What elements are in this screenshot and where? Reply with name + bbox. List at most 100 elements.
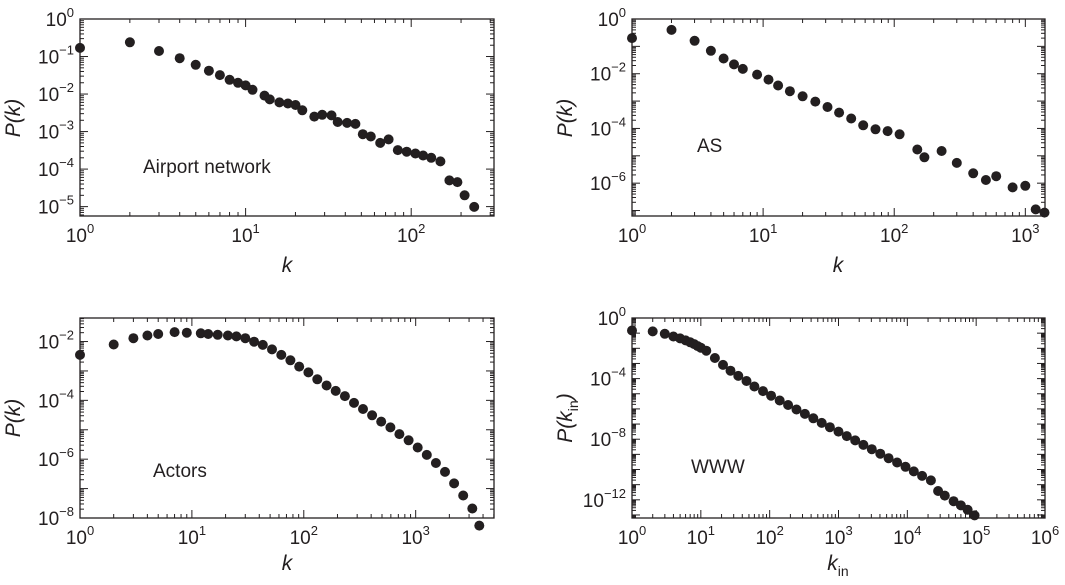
xtick-base: 10 <box>618 226 639 247</box>
data-point-actors-19 <box>303 367 314 378</box>
ytick-base: 10 <box>38 123 59 144</box>
data-point-airport-24 <box>365 131 376 142</box>
panel-airport: Airport network 100 101 102 10010−110−210−… <box>2 5 495 277</box>
plot-frame-airport <box>79 18 495 217</box>
data-point-airport-33 <box>444 175 455 186</box>
data-point-actors-37 <box>467 503 478 514</box>
ytick-exp: −4 <box>611 365 626 380</box>
data-point-actors-26 <box>367 410 378 421</box>
data-point-airport-19 <box>326 110 337 121</box>
xtick-base: 10 <box>1031 528 1052 549</box>
xtick-exp: 1 <box>770 221 777 236</box>
xtick-base: 10 <box>880 226 901 247</box>
xtick-label-airport-2: 102 <box>397 221 425 247</box>
ytick-exp: 0 <box>619 5 626 20</box>
data-point-actors-6 <box>181 327 192 338</box>
data-point-airport-16 <box>297 105 308 116</box>
data-point-www-35 <box>908 466 919 477</box>
xlabel-actors: k <box>282 552 294 575</box>
data-point-as-22 <box>936 146 947 156</box>
data-point-as-18 <box>882 126 893 137</box>
ytick-exp: −6 <box>611 169 626 184</box>
ytick-label-as-2: 10−4 <box>590 114 626 140</box>
data-point-as-17 <box>870 124 881 135</box>
xtick-label-www-0: 100 <box>618 523 646 549</box>
plot-frame-as <box>631 18 1046 217</box>
data-point-airport-21 <box>342 117 353 128</box>
data-point-actors-2 <box>128 333 139 344</box>
xtick-exp: 0 <box>87 523 94 538</box>
ylabel-www: P(kin) <box>554 393 581 442</box>
data-point-airport-6 <box>214 70 225 81</box>
xtick-exp: 2 <box>777 523 784 538</box>
panel-www: WWW 100 101 102 103 104 105 106 10010−410−810−… <box>554 304 1059 579</box>
data-point-actors-1 <box>108 339 119 350</box>
data-point-airport-12 <box>264 94 275 105</box>
data-point-airport-26 <box>383 134 394 145</box>
data-point-actors-14 <box>257 339 268 350</box>
data-point-actors-25 <box>358 404 368 414</box>
data-point-actors-17 <box>285 355 296 366</box>
data-point-airport-35 <box>459 190 470 201</box>
data-point-as-6 <box>737 63 748 74</box>
data-point-as-7 <box>752 69 763 80</box>
panel-actors: Actors 100 101 102 103 10−210−410−610−8 k P… <box>2 317 495 575</box>
data-point-airport-23 <box>357 129 368 140</box>
marks-www <box>627 325 980 521</box>
data-point-as-20 <box>912 144 923 155</box>
data-point-as-23 <box>951 157 962 168</box>
plot-frame-actors <box>79 317 495 519</box>
data-point-as-13 <box>822 102 833 112</box>
data-point-airport-18 <box>317 109 328 120</box>
data-point-actors-16 <box>276 349 287 360</box>
data-point-actors-29 <box>394 429 405 440</box>
data-point-as-14 <box>834 107 845 118</box>
annotation-www: WWW <box>691 457 745 478</box>
ytick-exp: −1 <box>59 43 74 58</box>
data-point-www-10 <box>701 345 712 356</box>
data-point-www-21 <box>791 404 802 415</box>
xtick-exp: 1 <box>199 523 206 538</box>
ytick-label-as-1: 10−2 <box>590 60 626 86</box>
data-point-actors-8 <box>203 329 214 339</box>
ytick-base: 10 <box>38 48 59 69</box>
xtick-exp: 3 <box>1032 221 1039 236</box>
data-point-www-30 <box>866 444 877 455</box>
data-point-www-42 <box>962 504 973 515</box>
xticks-as: 100 101 102 103 <box>618 19 1040 247</box>
data-point-airport-29 <box>410 148 421 159</box>
data-point-actors-38 <box>474 520 485 531</box>
data-point-as-5 <box>729 59 739 70</box>
xtick-label-airport-1: 101 <box>231 221 259 247</box>
data-point-airport-10 <box>247 84 258 95</box>
ytick-label-actors-1: 10−4 <box>38 386 74 412</box>
ytick-base: 10 <box>46 10 67 31</box>
ytick-exp: −5 <box>59 193 74 208</box>
ytick-base: 10 <box>598 309 619 330</box>
xtick-label-www-4: 104 <box>893 523 921 549</box>
xticks-actors: 100 101 102 103 <box>66 318 495 549</box>
data-point-www-26 <box>833 426 844 437</box>
xtick-label-actors-0: 100 <box>66 523 94 549</box>
data-point-www-19 <box>774 395 785 406</box>
data-point-airport-3 <box>174 53 185 64</box>
data-point-airport-14 <box>282 98 293 109</box>
data-point-www-16 <box>749 381 760 392</box>
data-point-airport-17 <box>309 111 320 122</box>
data-point-airport-0 <box>75 42 85 53</box>
xtick-exp: 0 <box>87 221 94 236</box>
xtick-base: 10 <box>231 226 252 247</box>
data-point-actors-5 <box>169 327 180 338</box>
data-point-actors-35 <box>449 478 460 489</box>
xtick-label-as-3: 103 <box>1011 221 1039 247</box>
data-point-www-11 <box>709 353 720 363</box>
yticks-actors: 10−210−410−610−8 <box>38 318 494 530</box>
data-point-airport-7 <box>224 74 235 85</box>
data-point-actors-12 <box>240 333 251 344</box>
ytick-base: 10 <box>38 391 59 412</box>
data-point-www-1 <box>647 326 658 337</box>
data-point-airport-30 <box>418 150 429 161</box>
